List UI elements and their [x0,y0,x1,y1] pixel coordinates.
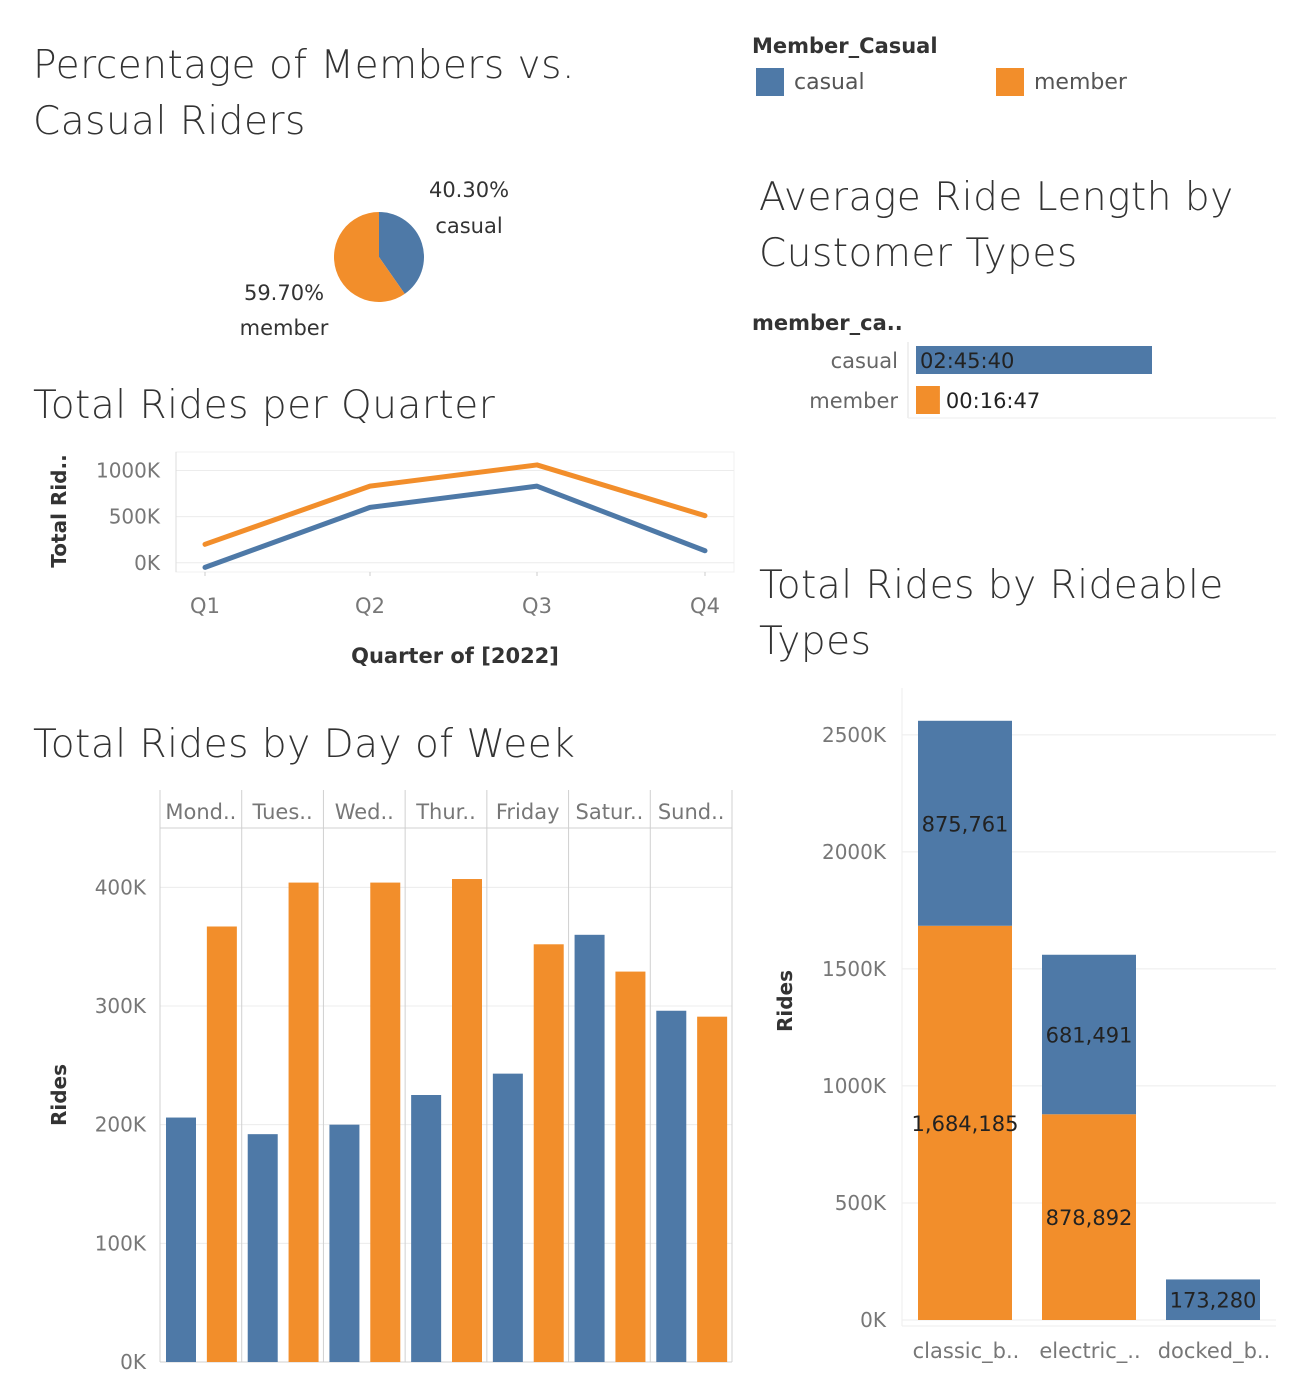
pie-chart: 40.30% casual 59.70% member [240,178,509,340]
quarter-xtick-label: Q1 [190,594,220,618]
dow-bar-casual [329,1124,360,1362]
quarter-xtick-label: Q2 [355,594,385,618]
dow-ytick-label: 300K [95,994,147,1018]
rideable-ytick-label: 2000K [822,840,887,864]
quarter-ytick-label: 1000K [96,458,161,482]
dow-day-header: Wed.. [335,800,394,824]
dow-bar-chart: 0K 100K 200K 300K 400K Mond.. Tues.. Wed.. Thur.… [47,790,733,1374]
pie-slice-member [334,212,405,302]
legend-label-casual[interactable]: casual [794,70,865,95]
rideable-bar-casual [1166,1279,1260,1320]
dow-day-header: Tues.. [251,800,312,824]
quarter-line-chart: 0K 500K 1000K Q1 Q2 Q3 Q4 Quarter of [2022] Tota… [47,451,735,668]
avg-row-header: member_ca.. [752,311,903,335]
dow-bar-member [452,879,482,1362]
avg-ride-length-chart: member_ca..casual 02:45:40 member 00:16:47 [752,311,1276,419]
quarter-x-axis-title: Quarter of [2022] [351,644,559,668]
dow-day-header: Sund.. [658,800,725,824]
rideable-title: Total Rides by Rideable Types [759,563,1224,664]
avg-category-label-casual: casual [831,349,898,373]
pie-percent-label-casual: 40.30% [429,178,509,202]
rideable-ytick-label: 500K [835,1191,887,1215]
dow-bar-casual [247,1134,278,1362]
legend-label-member[interactable]: member [1034,70,1127,95]
rideable-category-label: docked_b.. [1158,1339,1271,1364]
dow-ytick-label: 200K [95,1113,147,1137]
quarter-title: Total Rides per Quarter [33,383,496,428]
dow-day-header: Satur.. [576,800,644,824]
rideable-bar-chart: 0K 500K 1000K 1500K 2000K 2500K 1,684,185 875,7… [773,688,1276,1364]
rideable-bar-casual [1042,954,1136,1115]
rideable-value-label: 878,892 [1046,1206,1133,1230]
dow-day-header: Mond.. [165,800,236,824]
rideable-category-label: classic_b.. [913,1339,1020,1364]
pie-title: Percentage of Members vs. Casual Riders [33,43,575,144]
dow-bar-member [697,1016,728,1362]
dow-bar-member [533,944,564,1362]
dow-bar-member [206,926,237,1362]
rideable-bar-casual [918,720,1012,926]
quarter-xtick-label: Q3 [522,594,552,618]
pie-percent-label-member: 59.70% [244,281,324,305]
rideable-ytick-label: 0K [860,1308,887,1332]
quarter-xtick-label: Q4 [690,594,720,618]
rideable-value-label: 875,761 [922,812,1009,836]
rideable-category-label: electric_.. [1039,1339,1140,1364]
rideable-ytick-label: 2500K [822,723,887,747]
dow-bar-casual [492,1073,523,1362]
rideable-bar-member [1042,1114,1136,1320]
dow-ytick-label: 0K [120,1350,147,1374]
dow-bar-casual [574,934,605,1362]
rideable-bar-member [918,925,1012,1320]
dow-bar-member [288,882,319,1362]
avg-value-label-member: 00:16:47 [946,389,1040,413]
dow-ytick-label: 100K [95,1231,147,1255]
rideable-y-axis-title: Rides [773,970,797,1032]
quarter-ytick-label: 500K [109,505,161,529]
legend-title: Member_Casual [752,34,938,58]
quarter-line-casual [202,483,708,570]
quarter-line-member [202,462,708,547]
pie-slice-casual [379,212,425,294]
rideable-value-label: 173,280 [1170,1289,1257,1313]
dow-bar-casual [656,1010,687,1362]
pie-category-label-member: member [240,316,329,340]
avg-category-label-member: member [809,389,898,413]
rideable-ytick-label: 1000K [822,1074,887,1098]
legend-swatch-member[interactable] [996,68,1024,96]
legend-swatch-casual[interactable] [756,68,784,96]
avg-value-label-casual: 02:45:40 [920,349,1014,373]
quarter-y-axis-title: Total Rid.. [47,454,71,567]
dow-y-axis-title: Rides [47,1064,71,1126]
dow-day-header: Thur.. [415,800,476,824]
dow-bar-member [615,971,646,1362]
rideable-value-label: 681,491 [1046,1024,1133,1048]
dow-ytick-label: 400K [95,875,147,899]
avg-bar-member [916,386,940,414]
pie-category-label-casual: casual [435,214,502,238]
dow-bar-casual [411,1095,442,1362]
dow-title: Total Rides by Day of Week [33,722,576,767]
dow-bar-member [370,882,401,1362]
dow-bar-casual [166,1117,196,1362]
quarter-ytick-label: 0K [134,551,161,575]
avg-ride-length-title: Average Ride Length by Customer Types [759,175,1234,276]
avg-bar-casual [916,346,1152,374]
rideable-ytick-label: 1500K [822,957,887,981]
rideable-value-label: 1,684,185 [912,1112,1019,1136]
dow-day-header: Friday [496,800,560,824]
